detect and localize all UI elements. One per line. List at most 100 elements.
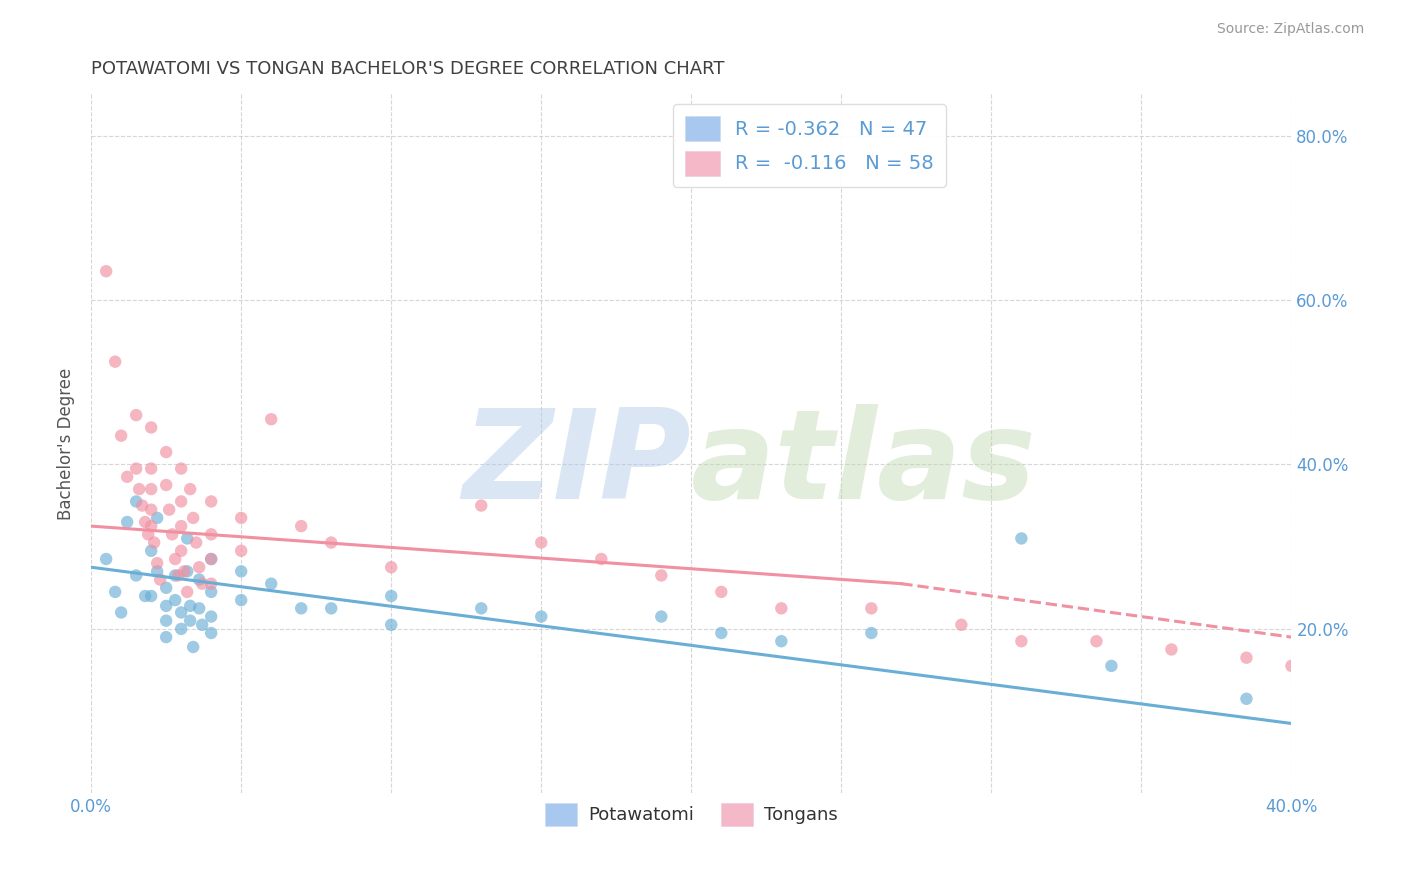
Point — [1010, 532, 1032, 546]
Point — [141, 543, 163, 558]
Point — [188, 560, 211, 574]
Point — [170, 622, 193, 636]
Point — [181, 640, 204, 654]
Point — [179, 482, 201, 496]
Text: ZIP: ZIP — [463, 404, 692, 525]
Point — [770, 601, 793, 615]
Point — [155, 581, 177, 595]
Point — [125, 408, 148, 422]
Point — [1099, 659, 1122, 673]
Point — [176, 532, 198, 546]
Point — [591, 552, 613, 566]
Point — [141, 461, 163, 475]
Point — [179, 614, 201, 628]
Point — [650, 568, 672, 582]
Point — [155, 630, 177, 644]
Point — [170, 606, 193, 620]
Point — [380, 560, 402, 574]
Point — [950, 617, 973, 632]
Point — [176, 585, 198, 599]
Point — [321, 535, 343, 549]
Point — [115, 515, 138, 529]
Point — [860, 601, 883, 615]
Point — [200, 609, 222, 624]
Point — [104, 585, 127, 599]
Point — [149, 573, 172, 587]
Point — [260, 412, 283, 426]
Point — [380, 589, 402, 603]
Point — [1236, 650, 1258, 665]
Point — [231, 511, 253, 525]
Point — [260, 576, 283, 591]
Point — [530, 609, 553, 624]
Point — [176, 565, 198, 579]
Point — [128, 482, 150, 496]
Point — [200, 626, 222, 640]
Legend: Potawatomi, Tongans: Potawatomi, Tongans — [537, 796, 845, 833]
Point — [146, 565, 169, 579]
Point — [141, 589, 163, 603]
Point — [191, 576, 214, 591]
Point — [96, 552, 118, 566]
Point — [321, 601, 343, 615]
Point — [143, 535, 166, 549]
Point — [125, 494, 148, 508]
Point — [231, 593, 253, 607]
Point — [710, 585, 733, 599]
Point — [170, 543, 193, 558]
Point — [710, 626, 733, 640]
Point — [200, 494, 222, 508]
Point — [141, 420, 163, 434]
Point — [650, 609, 672, 624]
Point — [188, 601, 211, 615]
Point — [231, 543, 253, 558]
Point — [155, 599, 177, 613]
Point — [136, 527, 159, 541]
Point — [104, 354, 127, 368]
Point — [179, 599, 201, 613]
Point — [1010, 634, 1032, 648]
Point — [170, 494, 193, 508]
Point — [290, 519, 312, 533]
Point — [167, 568, 190, 582]
Point — [141, 502, 163, 516]
Point — [134, 515, 156, 529]
Point — [1236, 691, 1258, 706]
Point — [134, 589, 156, 603]
Point — [141, 519, 163, 533]
Text: POTAWATOMI VS TONGAN BACHELOR'S DEGREE CORRELATION CHART: POTAWATOMI VS TONGAN BACHELOR'S DEGREE C… — [91, 60, 724, 78]
Point — [470, 601, 492, 615]
Point — [470, 499, 492, 513]
Point — [96, 264, 118, 278]
Point — [380, 617, 402, 632]
Point — [1160, 642, 1182, 657]
Point — [125, 461, 148, 475]
Point — [165, 593, 187, 607]
Point — [157, 502, 180, 516]
Point — [181, 511, 204, 525]
Point — [173, 565, 195, 579]
Point — [200, 552, 222, 566]
Point — [141, 482, 163, 496]
Point — [186, 535, 208, 549]
Point — [110, 606, 132, 620]
Point — [131, 499, 153, 513]
Point — [231, 565, 253, 579]
Point — [191, 617, 214, 632]
Point — [770, 634, 793, 648]
Point — [125, 568, 148, 582]
Point — [155, 478, 177, 492]
Point — [170, 519, 193, 533]
Point — [530, 535, 553, 549]
Point — [188, 573, 211, 587]
Point — [165, 552, 187, 566]
Point — [1085, 634, 1108, 648]
Text: atlas: atlas — [692, 404, 1038, 525]
Point — [200, 585, 222, 599]
Point — [1281, 659, 1303, 673]
Point — [146, 556, 169, 570]
Point — [170, 461, 193, 475]
Point — [200, 552, 222, 566]
Point — [200, 527, 222, 541]
Point — [115, 470, 138, 484]
